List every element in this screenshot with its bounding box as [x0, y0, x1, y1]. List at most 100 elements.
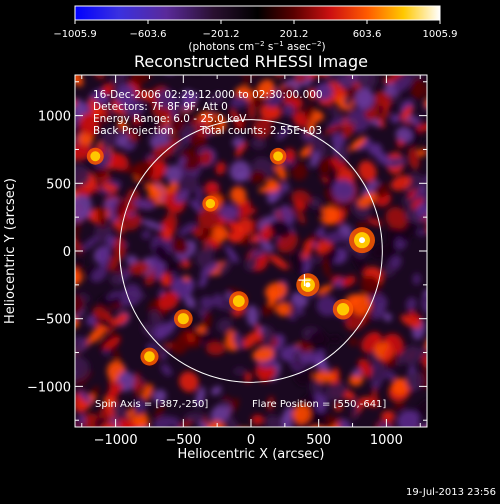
source-peak — [359, 237, 366, 244]
noise-blob — [133, 371, 141, 396]
noise-blob — [315, 82, 334, 101]
noise-blob — [234, 170, 252, 182]
noise-blob — [402, 345, 422, 366]
noise-blob — [165, 261, 180, 272]
noise-blob — [92, 306, 108, 320]
image-area — [60, 63, 446, 435]
noise-blob — [127, 408, 135, 419]
source-core — [90, 151, 101, 162]
noise-blob — [160, 273, 171, 287]
noise-blob — [351, 397, 359, 421]
x-tick-label: 0 — [247, 433, 255, 448]
noise-blob — [197, 207, 220, 229]
noise-blob — [416, 202, 427, 218]
noise-blob — [110, 153, 129, 171]
colorbar — [74, 5, 441, 21]
noise-blob — [371, 332, 383, 343]
noise-blob — [246, 305, 259, 327]
noise-blob — [259, 103, 282, 121]
noise-blob — [305, 104, 315, 120]
noise-blob — [142, 322, 153, 337]
noise-blob — [247, 99, 256, 121]
noise-blob — [114, 84, 136, 107]
source-core — [336, 303, 350, 316]
noise-blob — [370, 387, 378, 409]
noise-blob — [397, 409, 420, 427]
noise-blob — [427, 63, 446, 85]
noise-blob — [282, 103, 295, 117]
noise-blob — [177, 156, 186, 168]
noise-blob — [357, 192, 377, 208]
source-core — [144, 351, 155, 362]
noise-blob — [242, 331, 260, 349]
noise-blob — [250, 137, 266, 149]
noise-blob — [411, 198, 424, 210]
noise-blob — [405, 371, 424, 390]
noise-blob — [265, 415, 284, 427]
noise-blob — [374, 150, 392, 166]
noise-blob — [218, 258, 232, 276]
noise-blob — [206, 341, 226, 356]
noise-blob — [182, 93, 194, 108]
noise-blob — [268, 254, 289, 270]
noise-blob — [165, 136, 180, 152]
noise-blob — [92, 75, 105, 80]
noise-blob — [390, 113, 401, 124]
source-core — [177, 313, 189, 325]
noise-blob — [95, 167, 106, 178]
noise-blob — [154, 244, 170, 264]
noise-blob — [65, 337, 73, 355]
bright-source — [349, 227, 376, 254]
noise-blob — [158, 291, 179, 311]
noise-blob — [268, 288, 278, 307]
noise-blob — [232, 136, 244, 148]
noise-blob — [324, 382, 348, 401]
noise-blob — [181, 260, 191, 269]
noise-blob — [265, 178, 280, 192]
x-tick-label: 1000 — [370, 433, 403, 448]
noise-blob — [184, 294, 196, 309]
noise-blob — [331, 132, 345, 148]
noise-blob — [417, 148, 426, 157]
noise-blob — [294, 199, 306, 211]
noise-blob — [184, 412, 207, 423]
noise-blob — [358, 160, 377, 183]
y-tick-label: −1000 — [27, 380, 71, 395]
noise-blob — [75, 164, 91, 188]
noise-blob — [60, 142, 75, 165]
noise-blob — [159, 116, 167, 134]
noise-blob — [217, 318, 233, 333]
noise-blob — [414, 122, 427, 132]
noise-blob — [292, 404, 311, 424]
noise-blob — [75, 210, 91, 223]
noise-blob — [310, 381, 324, 394]
noise-blob — [252, 347, 275, 362]
noise-blob — [210, 403, 232, 423]
noise-blob — [290, 162, 308, 181]
noise-blob — [81, 236, 99, 251]
noise-blob — [424, 427, 442, 435]
noise-blob — [172, 333, 191, 355]
noise-blob — [412, 273, 421, 285]
colorbar-tick-label: −1005.9 — [53, 29, 96, 40]
x-tick-label: 500 — [306, 433, 331, 448]
noise-blob — [132, 116, 141, 124]
noise-blob — [210, 116, 220, 131]
noise-blob — [344, 95, 352, 108]
noise-blob — [75, 269, 83, 287]
noise-blob — [176, 173, 199, 194]
noise-blob — [248, 170, 267, 184]
noise-blob — [244, 371, 252, 383]
noise-blob — [131, 161, 154, 179]
colorbar-tick-label: 1005.9 — [423, 29, 458, 40]
noise-blob — [276, 126, 290, 141]
noise-blob — [141, 230, 151, 240]
noise-blob — [60, 211, 74, 230]
noise-blob — [178, 222, 197, 236]
noise-blob — [173, 416, 181, 427]
noise-blob — [233, 367, 246, 375]
noise-blob — [408, 310, 423, 323]
noise-blob — [341, 275, 356, 287]
noise-blob — [309, 132, 326, 148]
noise-blob — [383, 312, 393, 322]
